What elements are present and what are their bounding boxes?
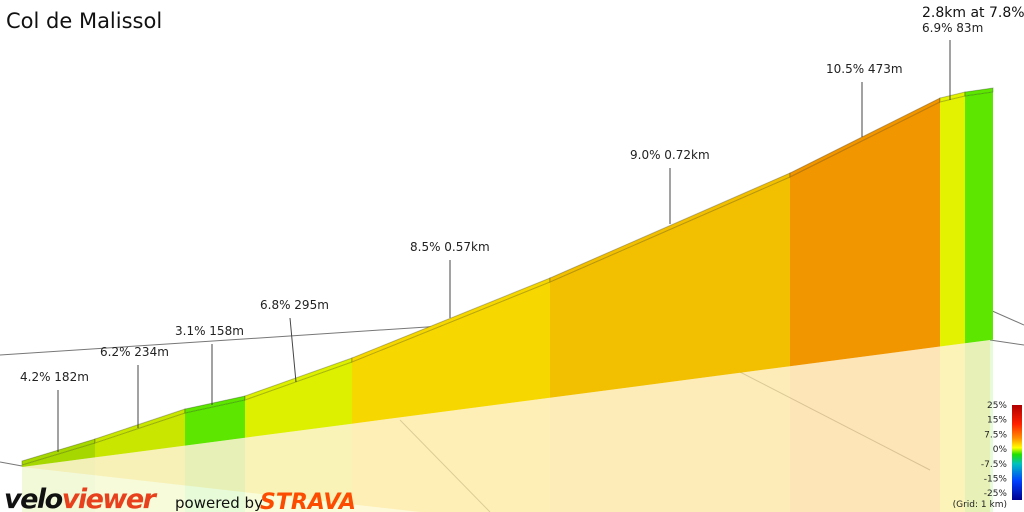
leader-line: [289, 317, 297, 383]
segment-labels: 4.2% 182m 6.2% 234m 3.1% 158m 6.8% 295m 8.5%…: [20, 21, 983, 452]
segment: [550, 177, 790, 398]
brand: veloviewer: [4, 484, 158, 512]
legend-tick: 7.5%: [984, 430, 1007, 440]
segment: [965, 92, 993, 344]
segment-label: 4.2% 182m: [20, 370, 89, 384]
segment-label: 6.9% 83m: [922, 21, 983, 35]
segment-floor: [940, 343, 965, 512]
segment: [185, 400, 245, 446]
segment-floor: [965, 339, 993, 512]
legend-tick: 0%: [993, 445, 1008, 455]
segment-floor: [245, 423, 352, 512]
segments: [21, 87, 994, 512]
segment-label: 6.8% 295m: [260, 298, 329, 312]
legend-bar: [1012, 405, 1022, 500]
segment-floor: [790, 346, 940, 512]
segment-top: [964, 87, 994, 97]
legend-tick: 15%: [987, 416, 1007, 426]
segment: [245, 362, 352, 438]
segment: [22, 443, 95, 467]
segment-label: 3.1% 158m: [175, 324, 244, 338]
segment-label: 8.5% 0.57km: [410, 240, 490, 254]
legend-tick: 25%: [987, 401, 1007, 411]
segment-floor: [550, 366, 790, 512]
grid-note: (Grid: 1 km): [953, 500, 1007, 510]
segment: [352, 282, 550, 424]
legend-tick: -25%: [984, 489, 1008, 499]
brand-suffix: viewer: [62, 484, 158, 512]
brand-prefix: velo: [4, 484, 63, 512]
segment-label: 9.0% 0.72km: [630, 148, 710, 162]
segment: [940, 96, 965, 347]
segment-label: 10.5% 473m: [826, 62, 903, 76]
summary: 2.8km at 7.8%: [922, 5, 1024, 21]
segment-label: 6.2% 234m: [100, 345, 169, 359]
segment-floor: [95, 445, 185, 512]
legend: 25% 15% 7.5% 0% -7.5% -15% -25%: [981, 401, 1008, 499]
segment: [790, 102, 940, 367]
strava: STRAVA: [260, 490, 356, 512]
legend-tick: -15%: [984, 475, 1008, 485]
segment: [95, 413, 185, 458]
legend-tick: -7.5%: [981, 460, 1008, 470]
floor-shadow: [22, 340, 990, 512]
segment-floor: [352, 397, 550, 512]
powered-by: powered by: [175, 494, 263, 512]
segment-floor: [185, 437, 245, 512]
segment-floor: [22, 457, 95, 512]
title: Col de Malissol: [6, 9, 162, 33]
